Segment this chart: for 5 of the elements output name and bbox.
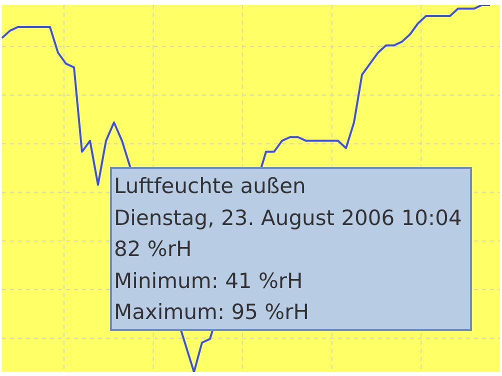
annotation: Maximum: 95 %rH [114,299,310,326]
annotation: Luftfeuchte außen [114,173,307,200]
annotation: Dienstag, 23. August 2006 10:04 [114,204,463,232]
annotation: Minimum: 41 %rH [114,268,304,294]
annotation: 82 %rH [114,236,193,263]
